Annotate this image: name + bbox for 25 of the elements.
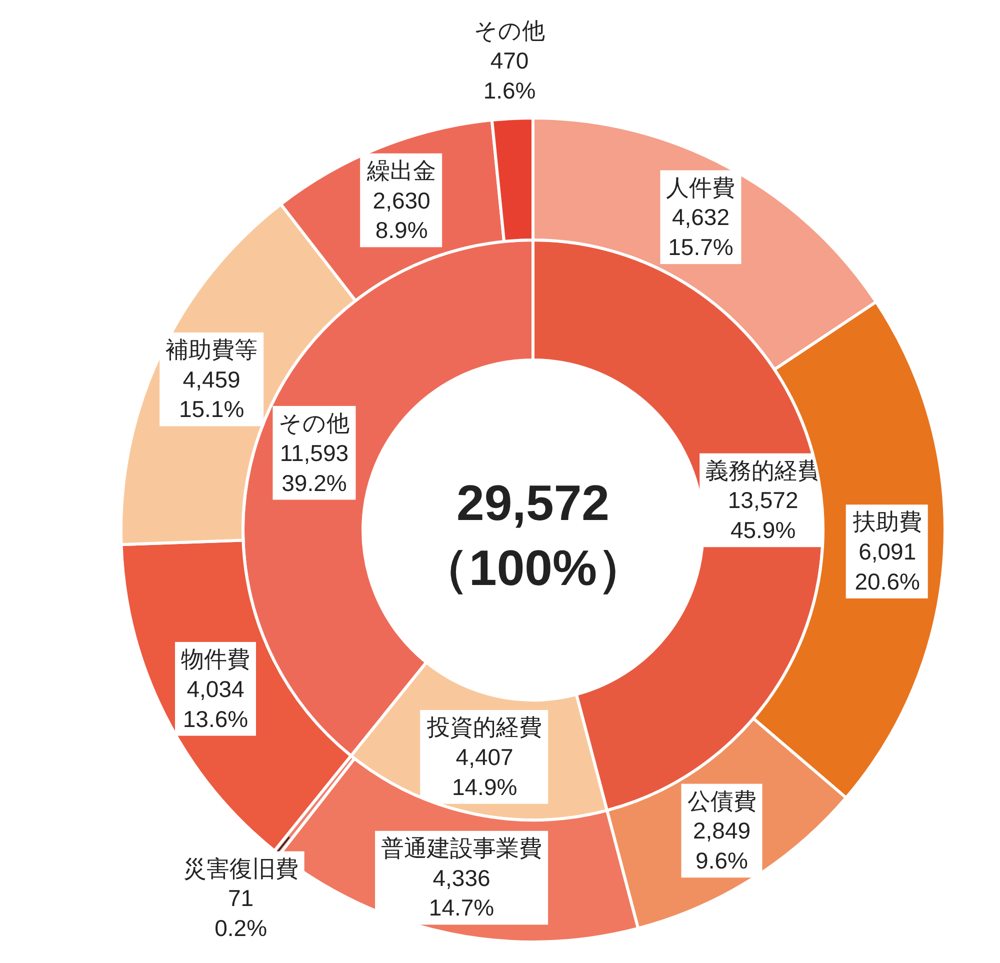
data-label: 6,091 20.6% xyxy=(854,538,920,594)
data-label: 4,336 14.7% xyxy=(428,864,494,921)
slice-label: 公債費 xyxy=(687,788,756,814)
data-label: 11,593 39.2% xyxy=(280,440,349,496)
data-label: 13,572 45.9% xyxy=(728,487,798,544)
data-label: 2,630 8.9% xyxy=(372,187,430,244)
slice-label: 扶助費 xyxy=(852,508,922,535)
slice-label: 投資的経費 xyxy=(426,714,542,740)
slice-label: 繰出金 xyxy=(366,157,436,184)
slice-label: 人件費 xyxy=(666,174,736,200)
slice-label: 物件費 xyxy=(181,646,250,672)
text: （100%） xyxy=(419,540,647,596)
data-label: 4,407 14.9% xyxy=(452,744,518,800)
slice-label: 補助費等 xyxy=(166,336,258,362)
slice-label: 普通建設事業費 xyxy=(381,834,542,861)
data-label: 470 1.6% xyxy=(483,48,536,104)
slice-label: その他 xyxy=(474,18,546,44)
data-label: 71 0.2% xyxy=(214,885,268,942)
data-label: 4,034 13.6% xyxy=(182,676,248,732)
slice-label: 災害復旧費 xyxy=(183,855,298,882)
data-label: 4,632 15.7% xyxy=(668,204,734,260)
text: 29,572 xyxy=(456,475,610,531)
data-label: 4,459 15.1% xyxy=(178,366,244,422)
data-label: 2,849 9.6% xyxy=(692,818,751,874)
slice-label: その他 xyxy=(278,410,350,436)
